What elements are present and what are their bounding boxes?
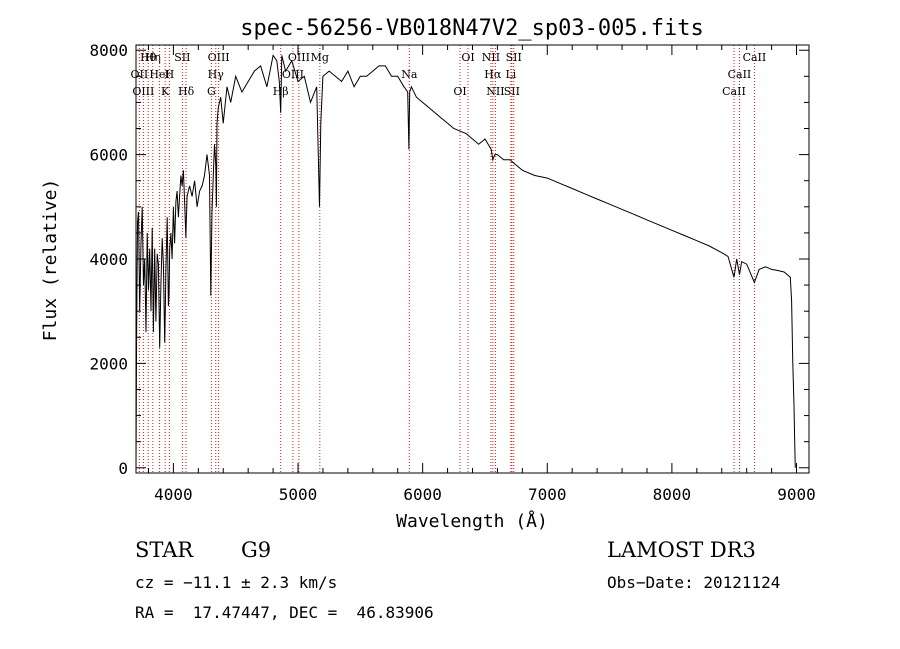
line-marker-label: NII: [482, 51, 500, 64]
line-marker-label: OIII: [132, 85, 154, 98]
line-marker-label: SII: [174, 51, 190, 64]
x-axis: 4000 5000 6000 7000 8000 9000: [147, 45, 816, 504]
line-marker-label: Li: [505, 68, 516, 81]
x-tick-label: 8000: [653, 485, 692, 504]
redshift-text: cz = −11.1 ± 2.3 km/s: [135, 573, 338, 592]
x-tick-label: 5000: [279, 485, 318, 504]
line-marker-label: K: [161, 85, 170, 98]
line-marker-label: CaII: [728, 68, 752, 81]
object-class: STAR: [135, 538, 194, 562]
x-tick-label: 9000: [777, 485, 816, 504]
line-marker-label: OI: [461, 51, 474, 64]
y-tick-label: 0: [118, 459, 128, 478]
line-marker-label: SII: [504, 85, 520, 98]
line-marker-label: OIII: [282, 68, 304, 81]
line-marker-label: OII: [131, 68, 149, 81]
line-marker-label: Hα: [484, 68, 502, 81]
line-marker-label: OI: [453, 85, 466, 98]
spectrum-line: [135, 54, 796, 468]
line-marker-label: H: [165, 68, 175, 81]
line-markers: HθOIIOIIIHηHeIKSIIHHδOIIIHγGOIIIOIIIHβMg…: [131, 45, 767, 473]
spectrum-series: [135, 54, 796, 468]
line-marker-label: Mg: [311, 51, 329, 64]
line-marker-label: CaII: [743, 51, 767, 64]
line-marker-label: CaII: [722, 85, 746, 98]
chart-title: spec-56256-VB018N47V2_sp03-005.fits: [240, 16, 704, 41]
y-tick-label: 6000: [89, 146, 128, 165]
line-marker-label: Hη: [145, 51, 161, 64]
y-axis: 0 2000 4000 6000 8000: [89, 41, 809, 478]
survey-name: LAMOST DR3: [607, 538, 756, 562]
obs-date: Obs−Date: 20121124: [607, 573, 781, 592]
line-marker-label: NII: [486, 85, 504, 98]
x-axis-label: Wavelength (Å): [396, 510, 548, 532]
plot-frame: [135, 44, 810, 474]
x-tick-label: 7000: [528, 485, 567, 504]
line-marker-label: SII: [506, 51, 522, 64]
line-marker-label: Na: [401, 68, 418, 81]
line-marker-label: G: [207, 85, 216, 98]
y-tick-label: 2000: [89, 354, 128, 373]
coordinates: RA = 17.47447, DEC = 46.83906: [135, 603, 434, 622]
line-marker-label: OIII: [208, 51, 230, 64]
x-tick-label: 4000: [154, 485, 193, 504]
y-tick-label: 8000: [89, 41, 128, 60]
line-marker-label: Hγ: [208, 68, 225, 81]
line-marker-label: Hδ: [178, 85, 195, 98]
y-tick-label: 4000: [89, 250, 128, 269]
spectrum-chart: spec-56256-VB018N47V2_sp03-005.fits HθOI…: [40, 16, 816, 532]
line-marker-label: HeI: [149, 68, 169, 81]
object-subclass: G9: [241, 538, 272, 562]
x-tick-label: 6000: [403, 485, 442, 504]
y-axis-label: Flux (relative): [40, 179, 61, 342]
